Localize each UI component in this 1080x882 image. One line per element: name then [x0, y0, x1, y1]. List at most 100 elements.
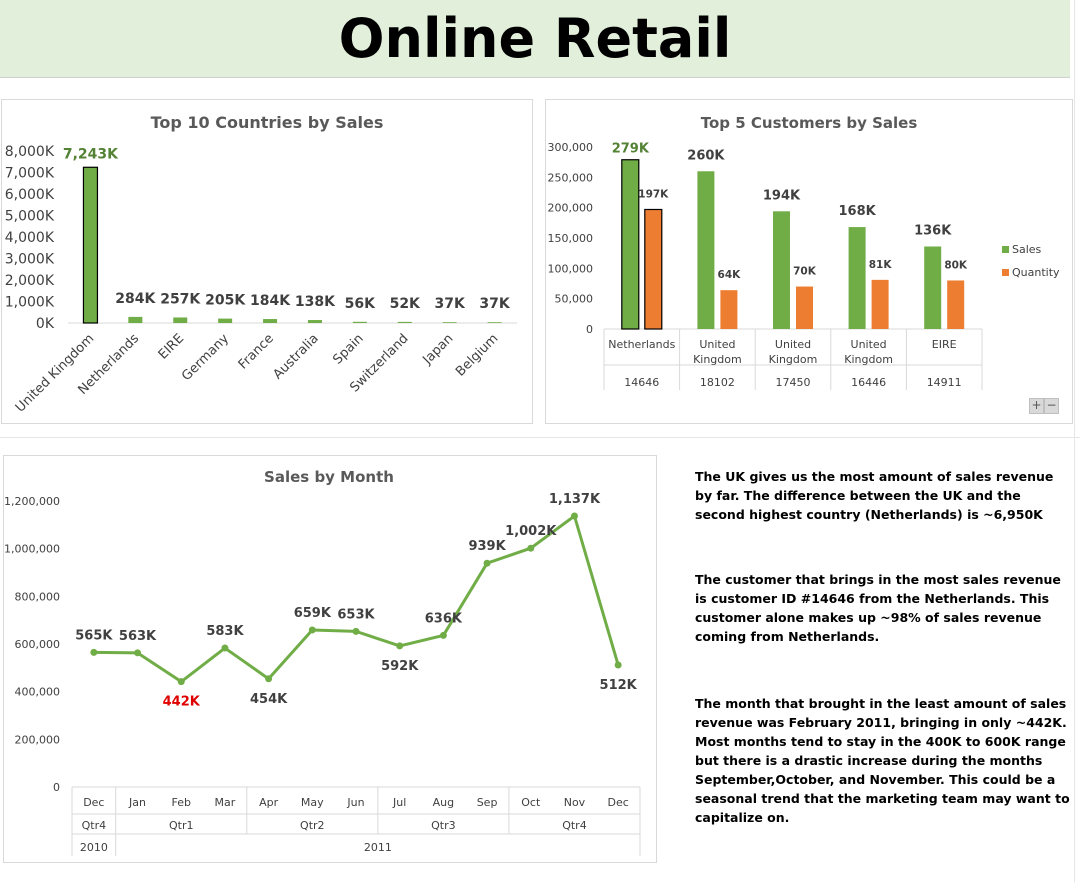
- title-banner: Online Retail: [0, 0, 1070, 78]
- legend-label: Sales: [1012, 243, 1042, 256]
- quantity-bar: [644, 208, 663, 330]
- data-label: 592K: [381, 659, 419, 674]
- y-tick-label: 1,000,000: [4, 543, 60, 556]
- data-label: 81K: [869, 259, 893, 271]
- sales-bar: [621, 159, 640, 330]
- y-tick-label: 1,200,000: [4, 495, 60, 508]
- months-chart[interactable]: Sales by Month 0 200,000 400,000 600,000 800,…: [3, 455, 657, 863]
- y-tick-label: 8,000K: [5, 144, 55, 160]
- month-tick-label: Dec: [608, 796, 629, 809]
- x-tick-label: United Kingdom: [769, 338, 818, 366]
- quantity-bar: [947, 280, 965, 329]
- customers-chart[interactable]: Top 5 Customers by Sales 0 50,000 100,000 15…: [545, 99, 1073, 424]
- insight-months: The month that brought in the least amou…: [695, 696, 1070, 825]
- bar: [128, 316, 143, 323]
- customer-id-label: 14911: [927, 376, 962, 389]
- data-label: 583K: [206, 624, 244, 639]
- y-tick-label: 50,000: [555, 293, 594, 306]
- month-tick-label: Apr: [259, 796, 279, 809]
- chart-title: Top 5 Customers by Sales: [701, 114, 918, 132]
- customers-chart-svg: Top 5 Customers by Sales 0 50,000 100,000 15…: [548, 114, 1060, 390]
- y-tick-label: 800,000: [15, 590, 61, 603]
- data-label: 184K: [250, 293, 291, 309]
- data-label: 205K: [205, 293, 246, 309]
- x-tick-label: Australia: [271, 331, 322, 382]
- data-label: 257K: [160, 291, 201, 307]
- data-label: 279K: [612, 142, 650, 157]
- y-tick-label: 4,000K: [5, 230, 55, 246]
- month-tick-label: Mar: [215, 796, 236, 809]
- customer-id-label: 14646: [624, 376, 659, 389]
- y-tick-label: 7,000K: [5, 166, 55, 182]
- quarter-tick-label: Qtr3: [431, 819, 456, 832]
- data-point: [308, 626, 316, 634]
- month-tick-label: Jul: [392, 796, 406, 809]
- data-label: 653K: [337, 607, 375, 622]
- data-label: 7,243K: [63, 146, 119, 162]
- sales-bar: [773, 211, 790, 329]
- bar: [173, 317, 188, 323]
- data-label: 260K: [687, 148, 725, 163]
- y-tick-label: 100,000: [548, 262, 594, 275]
- month-tick-label: Nov: [564, 796, 586, 809]
- data-label: 659K: [294, 606, 332, 621]
- data-point: [483, 559, 491, 567]
- y-tick-label: 5,000K: [5, 209, 55, 225]
- data-point: [90, 648, 98, 656]
- y-tick-label: 300,000: [548, 141, 594, 154]
- y-tick-label: 250,000: [548, 171, 594, 184]
- month-tick-label: Jun: [346, 796, 364, 809]
- data-label: 70K: [793, 266, 817, 278]
- quantity-bar: [720, 290, 738, 329]
- data-label: 37K: [434, 296, 465, 312]
- x-tick-label: EIRE: [932, 338, 957, 351]
- y-tick-label: 150,000: [548, 232, 594, 245]
- countries-chart[interactable]: Top 10 Countries by Sales 0K 1,000K 2,000K 3…: [1, 99, 533, 424]
- data-label: 1,002K: [505, 524, 557, 539]
- zoom-in-button[interactable]: +: [1029, 398, 1044, 414]
- y-tick-label: 1,000K: [5, 295, 55, 311]
- legend-label: Quantity: [1012, 266, 1060, 279]
- data-label: 1,137K: [549, 492, 601, 507]
- quarter-tick-label: Qtr4: [562, 819, 587, 832]
- data-label: 37K: [479, 296, 510, 312]
- chart-title: Sales by Month: [264, 468, 394, 486]
- page-title: Online Retail: [338, 7, 732, 70]
- y-tick-label: 0K: [36, 316, 55, 332]
- insight-countries: The UK gives us the most amount of sales…: [695, 469, 1054, 522]
- customer-id-label: 17450: [776, 376, 811, 389]
- x-tick-label: United Kingdom: [13, 331, 97, 415]
- legend-swatch: [1002, 246, 1009, 253]
- y-tick-label: 400,000: [15, 686, 61, 699]
- data-label: 636K: [425, 611, 463, 626]
- x-tick-label: Japan: [420, 331, 457, 368]
- bar: [263, 319, 278, 323]
- x-tick-label: United Kingdom: [844, 338, 893, 366]
- month-tick-label: Oct: [521, 796, 541, 809]
- data-label: 563K: [119, 629, 157, 644]
- month-tick-label: Feb: [171, 796, 190, 809]
- data-label: 939K: [468, 539, 506, 554]
- data-label: 56K: [345, 296, 376, 312]
- chart-title: Top 10 Countries by Sales: [151, 113, 384, 132]
- data-point: [396, 642, 404, 650]
- data-label: 565K: [75, 628, 113, 643]
- x-tick-label: Netherlands: [608, 338, 675, 351]
- sales-line: [93, 514, 620, 684]
- bar: [352, 321, 367, 323]
- y-tick-label: 0: [586, 323, 593, 336]
- data-point: [134, 649, 142, 657]
- x-tick-label: France: [236, 331, 277, 372]
- year-tick-label: 2011: [364, 841, 392, 854]
- data-label: 442K: [163, 695, 201, 710]
- bar: [487, 322, 502, 323]
- bar: [82, 166, 99, 324]
- zoom-out-button[interactable]: −: [1044, 398, 1059, 414]
- y-tick-label: 600,000: [15, 638, 61, 651]
- customer-id-label: 18102: [700, 376, 735, 389]
- y-tick-label: 3,000K: [5, 252, 55, 268]
- quantity-bar: [871, 279, 889, 329]
- month-tick-label: Sep: [477, 796, 498, 809]
- data-label: 454K: [250, 692, 288, 707]
- sales-bar: [848, 227, 866, 329]
